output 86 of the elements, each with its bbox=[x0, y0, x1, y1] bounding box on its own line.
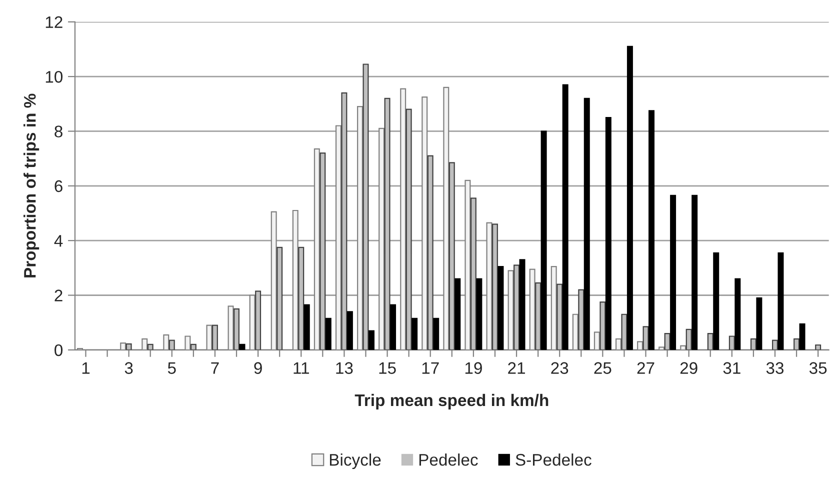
x-tick-label: 11 bbox=[294, 362, 309, 374]
x-tick-label: 31 bbox=[723, 362, 740, 374]
bar bbox=[212, 324, 218, 350]
bar bbox=[642, 326, 649, 350]
y-tick-label: 12 bbox=[46, 16, 62, 28]
x-tick-label: 21 bbox=[508, 362, 525, 374]
x-tick-label: 25 bbox=[594, 362, 612, 374]
y-tick-label: 2 bbox=[54, 290, 62, 302]
x-tick-label: 33 bbox=[766, 362, 784, 374]
bar bbox=[276, 246, 283, 350]
bar bbox=[239, 344, 246, 350]
bar bbox=[578, 289, 584, 350]
bar bbox=[562, 84, 568, 350]
bar bbox=[427, 155, 434, 350]
bar bbox=[605, 116, 612, 350]
bar bbox=[476, 278, 482, 350]
bar bbox=[692, 194, 698, 350]
legend-label: Pedelec bbox=[419, 453, 478, 466]
y-tick-label: 10 bbox=[46, 70, 63, 83]
bar bbox=[664, 332, 670, 350]
x-tick-label: 9 bbox=[254, 362, 262, 374]
bar bbox=[535, 282, 542, 350]
legend-label: Bicycle bbox=[330, 453, 381, 470]
bar bbox=[341, 92, 348, 350]
bar bbox=[454, 278, 461, 350]
bar bbox=[686, 328, 692, 350]
x-tick-label: 29 bbox=[680, 362, 698, 374]
bar bbox=[540, 130, 547, 350]
x-tick-label: 23 bbox=[551, 362, 568, 374]
bar bbox=[368, 330, 374, 350]
y-tick-label: 8 bbox=[54, 126, 62, 138]
x-tick-label: 1 bbox=[82, 362, 90, 374]
x-tick-label: 3 bbox=[124, 362, 133, 374]
bar bbox=[519, 259, 526, 350]
bar bbox=[406, 108, 412, 350]
bar bbox=[778, 252, 784, 350]
bar bbox=[713, 252, 720, 350]
bar bbox=[190, 344, 196, 350]
x-tick-label: 35 bbox=[809, 362, 827, 374]
bar bbox=[234, 308, 240, 350]
x-tick-label: 15 bbox=[379, 362, 396, 374]
bar bbox=[433, 318, 440, 350]
bar bbox=[498, 266, 504, 350]
x-tick-label: 27 bbox=[637, 362, 654, 374]
bar bbox=[799, 323, 806, 350]
bar bbox=[815, 344, 822, 350]
bar bbox=[648, 110, 654, 350]
bar bbox=[734, 278, 741, 350]
bar bbox=[600, 302, 606, 350]
y-tick-label: 6 bbox=[54, 180, 62, 192]
x-tick-label: 13 bbox=[336, 362, 353, 374]
bar bbox=[412, 318, 418, 350]
bar bbox=[756, 297, 762, 350]
bar bbox=[794, 338, 800, 350]
bar bbox=[626, 46, 633, 350]
bar bbox=[384, 98, 390, 350]
bar bbox=[362, 64, 369, 350]
bar bbox=[168, 340, 175, 350]
bar bbox=[325, 318, 332, 350]
x-axis-title: Trip mean speed in km/h bbox=[354, 394, 548, 410]
x-tick-label: 7 bbox=[211, 362, 219, 374]
bar bbox=[390, 304, 396, 350]
bar bbox=[670, 194, 676, 350]
bar bbox=[470, 198, 476, 350]
bar bbox=[255, 290, 262, 350]
bar bbox=[492, 224, 498, 350]
x-tick-label: 19 bbox=[465, 362, 482, 374]
bar bbox=[346, 311, 353, 350]
bar bbox=[707, 332, 714, 350]
legend-label: S-Pedelec bbox=[516, 453, 592, 466]
bar bbox=[621, 314, 628, 350]
y-tick-label: 0 bbox=[54, 344, 63, 356]
bar bbox=[514, 264, 520, 350]
bar bbox=[298, 246, 304, 350]
bar bbox=[584, 98, 590, 350]
y-tick-label: 4 bbox=[54, 235, 63, 247]
y-axis-title: Proportion of trips in % bbox=[24, 94, 40, 278]
x-tick-label: 5 bbox=[168, 362, 176, 374]
bar bbox=[304, 304, 310, 350]
bar bbox=[448, 162, 455, 350]
bar bbox=[147, 344, 154, 350]
bar bbox=[728, 336, 735, 350]
bar bbox=[320, 152, 326, 350]
bar bbox=[556, 284, 563, 350]
bar bbox=[126, 343, 132, 350]
x-tick-label: 17 bbox=[422, 362, 439, 374]
